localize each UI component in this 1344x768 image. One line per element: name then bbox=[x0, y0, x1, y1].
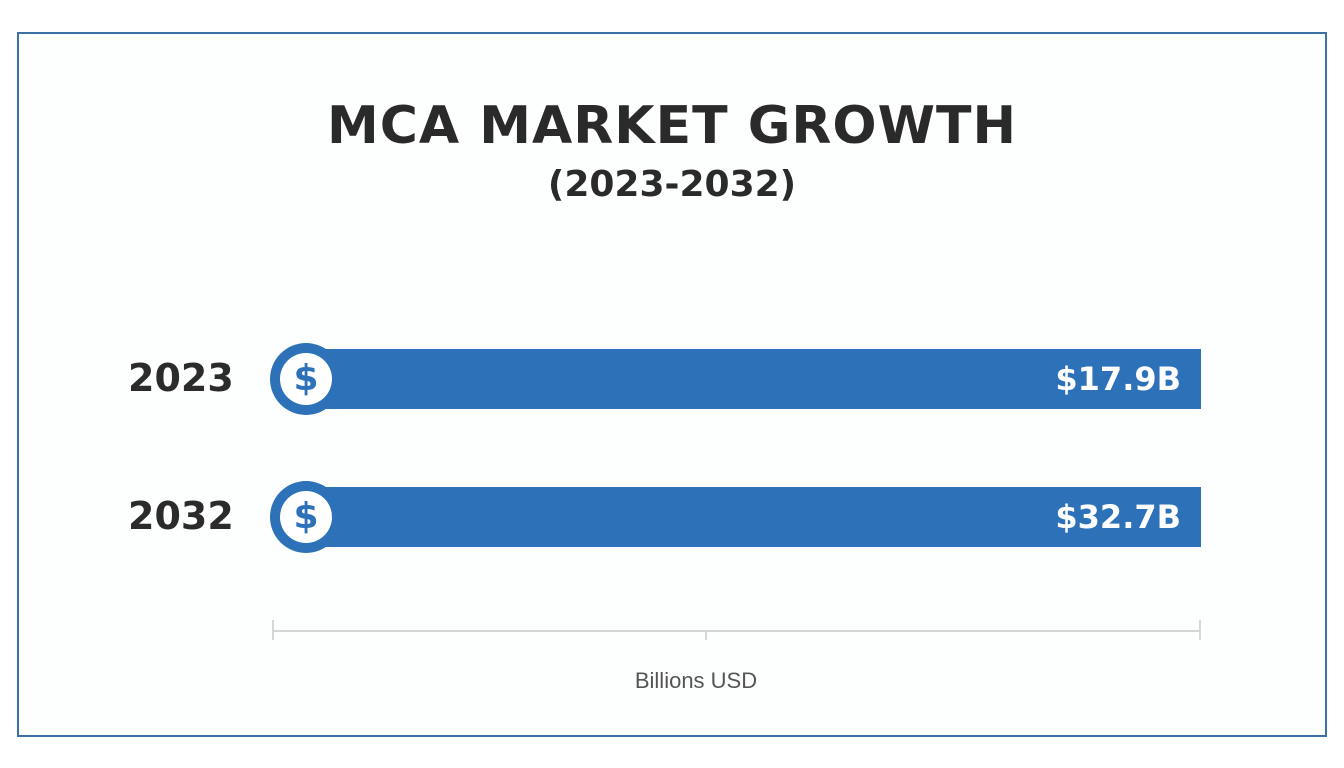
chart-subtitle: (2023-2032) bbox=[547, 164, 797, 205]
bar-2032: $32.7B bbox=[300, 487, 1201, 547]
dollar-coin-icon: $ bbox=[270, 343, 342, 415]
row-label-2023: 2023 bbox=[128, 356, 234, 400]
x-axis-tick-mid bbox=[705, 630, 707, 640]
dollar-coin-icon: $ bbox=[270, 481, 342, 553]
bar-2023: $17.9B bbox=[300, 349, 1201, 409]
bar-value-2032: $32.7B bbox=[1055, 498, 1181, 536]
x-axis-line bbox=[273, 630, 1201, 632]
x-axis-tick-start bbox=[272, 620, 274, 640]
dollar-sign-icon: $ bbox=[280, 491, 332, 543]
dollar-sign-icon: $ bbox=[280, 353, 332, 405]
row-label-2032: 2032 bbox=[128, 494, 234, 538]
chart-title: MCA MARKET GROWTH bbox=[327, 96, 1017, 156]
bar-value-2023: $17.9B bbox=[1055, 360, 1181, 398]
x-axis-tick-end bbox=[1199, 620, 1201, 640]
x-axis-label: Billions USD bbox=[634, 668, 758, 693]
